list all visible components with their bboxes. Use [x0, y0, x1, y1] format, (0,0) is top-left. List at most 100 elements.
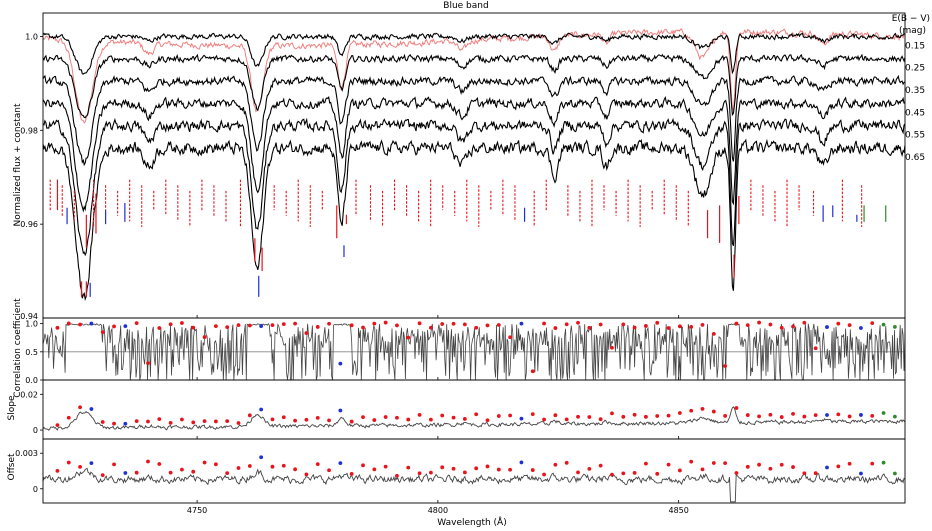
correlation-dot	[610, 345, 614, 350]
y-tick-label: 1.0	[25, 320, 38, 329]
correlation-dot	[802, 320, 807, 325]
reference-line	[42, 28, 906, 124]
offset-dot	[564, 460, 569, 465]
correlation-dot	[655, 320, 660, 325]
legend-label-0.65: 0.65	[905, 153, 925, 163]
offset-dot	[621, 471, 626, 476]
correlation-dot	[247, 323, 252, 328]
correlation-dot	[474, 325, 479, 330]
y-tick-label: 0.5	[25, 348, 38, 357]
slope-dot	[259, 407, 264, 412]
correlation-dot	[146, 361, 150, 366]
offset-dot	[100, 473, 105, 478]
offset-dot	[89, 461, 94, 465]
offset-dot	[372, 467, 377, 472]
offset-dot	[66, 460, 71, 465]
offset-dot	[542, 472, 546, 477]
slope-dot	[734, 406, 739, 410]
slope-dot	[757, 414, 761, 419]
correlation-dot	[870, 321, 875, 326]
offset-dot	[825, 465, 829, 470]
offset-dot	[225, 471, 230, 476]
correlation-dot	[180, 321, 184, 325]
axes-frame	[42, 379, 906, 440]
correlation-dot	[168, 322, 173, 327]
slope-dot	[768, 412, 773, 417]
correlation-dot	[745, 323, 750, 328]
offset-dot	[259, 455, 264, 460]
offset-dot	[361, 463, 365, 468]
offset-dot	[327, 468, 331, 473]
x-tick-label: 4800	[428, 506, 448, 515]
slope-dot	[406, 417, 411, 422]
slope-dot	[168, 420, 173, 425]
slope-dot	[247, 413, 252, 418]
correlation-dot	[757, 320, 761, 325]
offset-dot	[632, 470, 637, 475]
slope-dot	[779, 415, 784, 419]
spectrum-line-0.55	[42, 117, 906, 257]
slope-dot	[519, 416, 524, 421]
correlation-line	[42, 322, 906, 381]
correlation-dot	[327, 321, 331, 326]
slope-dot	[485, 418, 490, 423]
slope-dot	[157, 417, 162, 422]
slope-dot	[270, 417, 275, 422]
slope-dot	[598, 417, 603, 422]
slope-dot	[621, 414, 626, 419]
offset-dot	[78, 464, 82, 469]
offset-dot	[530, 468, 535, 472]
correlation-dot	[372, 321, 377, 326]
slope-content	[42, 405, 906, 431]
correlation-dot	[225, 325, 230, 330]
correlation-dot	[349, 323, 354, 328]
reference-spectrum	[42, 28, 906, 124]
slope-dot	[632, 412, 637, 417]
x-axis-label: Wavelength (Å)	[437, 516, 506, 528]
y-tick-label: 0.96	[20, 220, 38, 229]
correlation-dot	[508, 335, 513, 340]
offset-dot	[734, 471, 739, 475]
correlation-dot	[134, 321, 139, 326]
slope-dot	[304, 417, 309, 422]
correlation-dot	[406, 335, 411, 340]
offset-dot	[462, 470, 467, 475]
slope-dot	[315, 415, 320, 420]
correlation-dot	[644, 324, 648, 328]
slope-axes: 00.02	[20, 379, 906, 440]
offset-dot	[157, 462, 162, 466]
slope-dot	[508, 413, 513, 418]
correlation-dot	[666, 326, 671, 330]
correlation-dot	[677, 324, 682, 329]
spectrum-line-0.25	[42, 53, 906, 119]
slope-dot	[655, 414, 660, 418]
slope-dot	[429, 417, 433, 422]
offset-dot	[768, 466, 773, 471]
correlation-dot	[462, 322, 467, 327]
y-tick-label: 0.003	[15, 449, 38, 458]
slope-dot	[700, 406, 705, 411]
correlation-dot	[304, 331, 309, 335]
correlation-dot	[825, 325, 829, 329]
offset-dot	[870, 461, 875, 466]
offset-dot	[757, 462, 761, 467]
slope-dot	[462, 417, 467, 421]
offset-dot	[813, 471, 818, 476]
slope-dot	[361, 415, 365, 420]
spectrum-line-0.45	[42, 95, 906, 213]
y-tick-label: 0.94	[20, 312, 38, 321]
offset-dot	[689, 459, 694, 464]
offset-dot	[802, 471, 807, 476]
correlation-dot	[361, 325, 365, 330]
correlation-dot	[338, 361, 343, 366]
correlation-dot	[723, 364, 728, 368]
slope-dot	[689, 408, 694, 413]
offset-dot	[168, 470, 173, 475]
offset-dot	[191, 469, 196, 474]
offset-dot	[180, 467, 184, 472]
offset-dot	[836, 464, 841, 469]
slope-line	[42, 406, 906, 431]
correlation-dot	[429, 325, 433, 330]
correlation-dot	[236, 323, 241, 328]
